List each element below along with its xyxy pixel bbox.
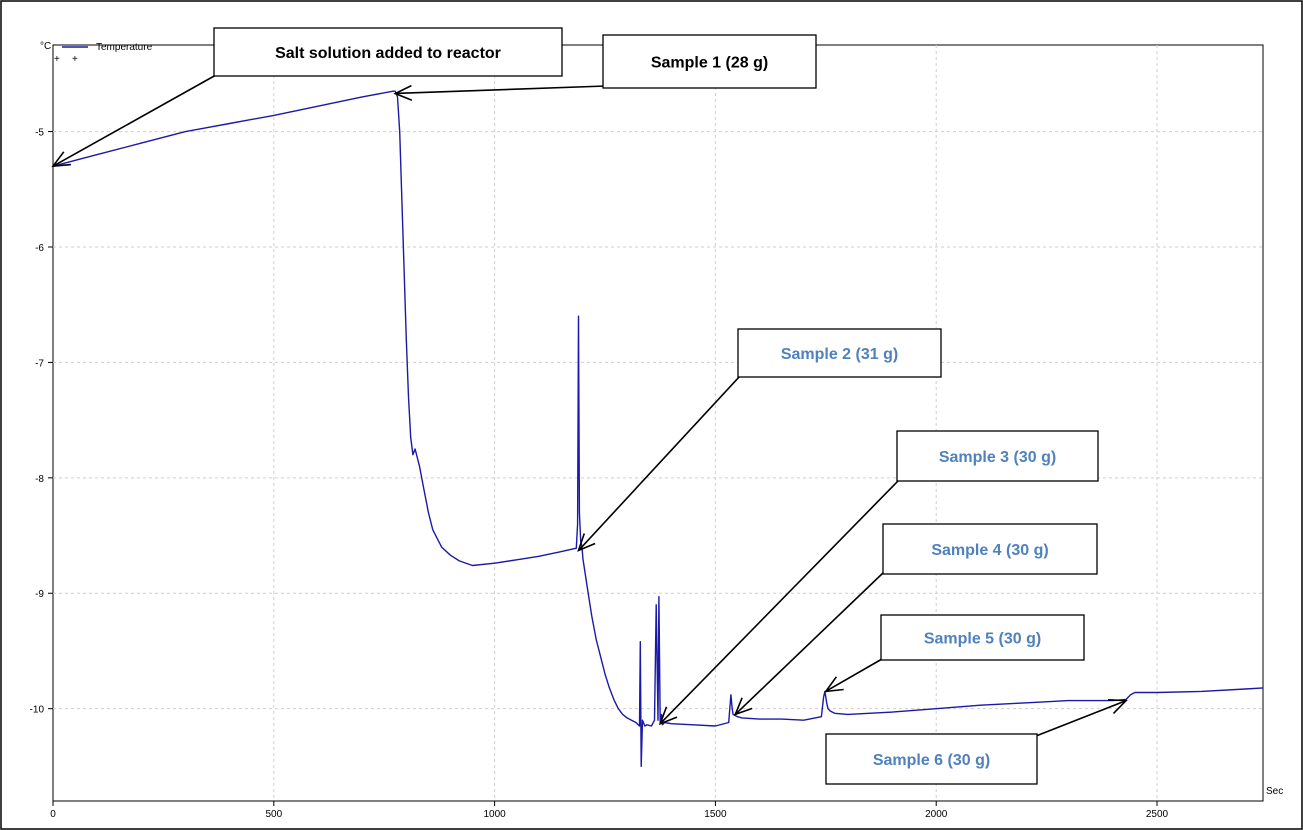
y-tick-label-0: -5	[35, 128, 44, 139]
annotation-box-2	[602, 34, 817, 89]
y-unit-label: °C	[40, 41, 51, 52]
x-tick-label-1: 500	[265, 809, 282, 820]
series-line-0	[52, 90, 1264, 768]
x-tick-label-2: 1000	[483, 809, 506, 820]
annotation-arrowhead-7	[1108, 699, 1128, 714]
annotation-box-1	[213, 27, 563, 77]
legend: Temperature + +	[54, 42, 153, 65]
annotation-label-5: Sample 4 (30 g)	[931, 542, 1048, 559]
annotation-box-3	[737, 328, 942, 378]
annotation-box-6	[880, 614, 1085, 661]
x-tick-label-0: 0	[50, 809, 56, 820]
annotation-arrowhead-2	[393, 84, 413, 101]
annotation-box-5	[882, 523, 1098, 575]
annotation-arrow-3	[577, 375, 741, 552]
annotation-arrows	[51, 74, 1128, 737]
annotation-box-7	[825, 733, 1038, 785]
x-tick-label-5: 2500	[1146, 809, 1169, 820]
x-tick-label-3: 1500	[704, 809, 727, 820]
annotation-arrowhead-5	[733, 697, 753, 716]
y-tick-label-1: -6	[35, 243, 44, 254]
legend-marker-plus-2: +	[72, 54, 78, 65]
annotation-arrow-1	[52, 74, 217, 167]
annotation-arrowhead-4	[658, 706, 678, 726]
annotation-arrowhead-1	[51, 151, 71, 168]
annotation-label-7: Sample 6 (30 g)	[873, 752, 990, 769]
annotation-arrow-6	[825, 658, 883, 693]
annotation-arrow-4	[659, 480, 899, 725]
annotation-arrowhead-3	[577, 533, 596, 552]
annotation-arrow-5	[734, 571, 885, 716]
annotation-label-3: Sample 2 (31 g)	[781, 346, 898, 363]
annotation-arrow-2	[395, 85, 607, 95]
annotation-label-4: Sample 3 (30 g)	[939, 449, 1056, 466]
annotation-layer: Salt solution added to reactor Sample 1 (…	[213, 27, 1099, 785]
legend-entry-temperature: Temperature	[96, 42, 153, 53]
y-tick-label-4: -9	[35, 589, 44, 600]
annotation-arrow-7	[1035, 699, 1127, 737]
y-tick-label-2: -7	[35, 358, 44, 369]
annotation-box-4	[896, 430, 1099, 482]
legend-marker-plus-1: +	[54, 54, 60, 65]
series-layer	[52, 90, 1264, 768]
x-unit-label: Sec	[1266, 786, 1283, 797]
y-tick-label-5: -10	[30, 705, 45, 716]
annotation-label-6: Sample 5 (30 g)	[924, 631, 1041, 648]
annotation-label-2: Sample 1 (28 g)	[651, 55, 768, 72]
x-tick-label-4: 2000	[925, 809, 948, 820]
annotation-arrowhead-6	[824, 676, 844, 693]
y-tick-label-3: -8	[35, 474, 44, 485]
tick-layer: 0 500 1000 1500 2000 2500 -5 -6 -7 -8 -9 -10	[30, 128, 1169, 820]
annotation-label-1: Salt solution added to reactor	[275, 45, 501, 62]
